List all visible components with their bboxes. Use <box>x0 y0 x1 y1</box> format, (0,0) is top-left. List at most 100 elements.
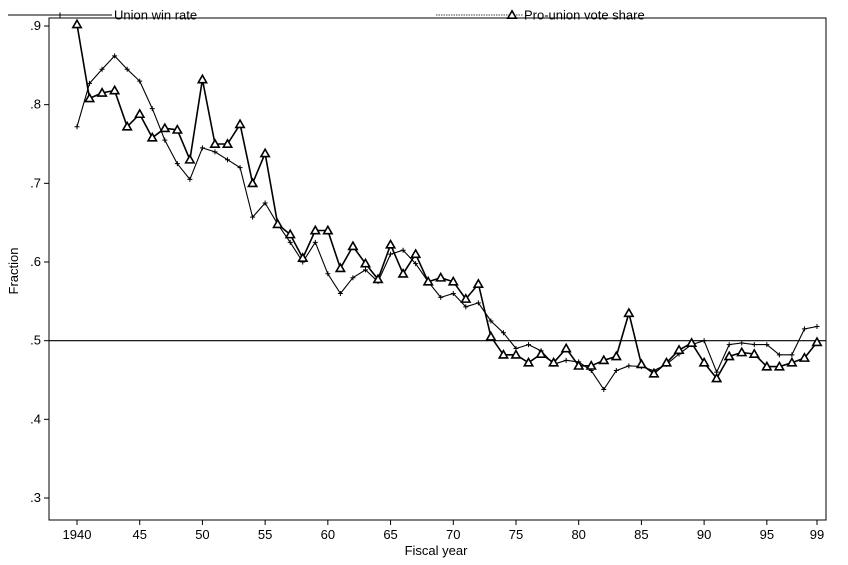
data-point <box>748 348 760 358</box>
legend-marker <box>506 9 518 19</box>
data-point <box>500 330 506 336</box>
data-point <box>71 18 83 29</box>
data-point <box>83 92 96 103</box>
y-tick-label: .6 <box>30 254 41 269</box>
data-point <box>259 147 271 158</box>
data-point <box>187 176 193 182</box>
data-point <box>701 338 707 344</box>
data-point <box>146 131 158 142</box>
y-tick-label: .5 <box>30 333 41 348</box>
data-point <box>510 349 522 359</box>
data-point <box>184 153 196 164</box>
data-point <box>460 293 472 303</box>
data-point <box>698 356 710 367</box>
data-point <box>124 66 130 72</box>
data-point <box>112 53 118 59</box>
y-axis-title: Fraction <box>6 248 21 295</box>
data-point <box>526 342 532 348</box>
data-point <box>450 290 456 296</box>
series-pro-union-vote-share <box>71 18 823 383</box>
data-point <box>234 118 246 129</box>
data-point <box>789 352 795 358</box>
data-point <box>723 350 735 361</box>
data-point <box>472 278 484 288</box>
data-point <box>337 290 343 296</box>
data-point <box>422 275 434 286</box>
data-point <box>601 386 607 392</box>
data-point <box>284 228 296 239</box>
legend: Union win rate Pro-union vote share <box>8 8 645 23</box>
data-point <box>522 356 535 367</box>
data-point <box>801 326 807 332</box>
data-point <box>435 271 447 282</box>
data-point <box>410 248 422 259</box>
data-point <box>751 342 757 348</box>
x-tick-label: 50 <box>195 527 209 542</box>
data-point <box>297 252 309 263</box>
data-point <box>388 251 394 257</box>
x-tick-label: 80 <box>571 527 585 542</box>
x-tick-label: 75 <box>509 527 523 542</box>
data-point <box>171 124 183 134</box>
series-line <box>76 24 818 380</box>
legend-marker <box>57 12 63 18</box>
data-point <box>272 218 284 229</box>
data-point <box>159 122 171 133</box>
data-point <box>212 149 218 155</box>
data-point <box>221 138 234 148</box>
data-point <box>535 348 547 358</box>
data-point <box>673 344 685 355</box>
data-point <box>74 124 80 130</box>
series-line <box>76 55 818 390</box>
legend-item: Pro-union vote share <box>436 8 645 23</box>
data-point <box>610 350 622 361</box>
data-point <box>685 337 698 347</box>
data-point <box>585 360 597 370</box>
plot-frame <box>48 17 827 521</box>
data-point <box>309 224 321 235</box>
data-point <box>623 307 635 318</box>
x-tick-label: 60 <box>321 527 335 542</box>
data-point <box>174 161 180 167</box>
data-point <box>485 330 497 341</box>
data-point <box>438 294 444 300</box>
data-point <box>372 273 384 284</box>
data-point <box>322 224 334 235</box>
data-point <box>548 356 560 367</box>
data-point <box>162 137 168 143</box>
x-tick-label: 95 <box>760 527 774 542</box>
data-point <box>726 342 732 348</box>
legend-label: Pro-union vote share <box>524 8 645 23</box>
legend-label: Union win rate <box>114 8 197 23</box>
y-tick-label: .8 <box>30 97 41 112</box>
y-tick-label: .7 <box>30 175 41 190</box>
data-point <box>312 239 318 245</box>
data-point <box>447 275 459 286</box>
y-tick-label: .3 <box>30 490 41 505</box>
x-tick-label: 55 <box>258 527 272 542</box>
data-point <box>761 360 773 371</box>
data-point <box>397 267 409 278</box>
data-point <box>400 247 406 253</box>
data-point <box>635 358 647 369</box>
y-axis: .3 .4 .5 .6 .7 .8 .9 <box>30 18 49 505</box>
data-point <box>334 262 346 273</box>
data-point <box>134 108 146 119</box>
x-tick-label: 45 <box>132 527 146 542</box>
data-point <box>225 157 231 163</box>
data-point <box>739 340 745 346</box>
data-point <box>497 349 510 359</box>
data-point <box>384 238 397 249</box>
x-tick-label: 85 <box>634 527 648 542</box>
data-point <box>287 239 293 245</box>
data-point <box>109 84 121 95</box>
data-point <box>648 367 660 378</box>
data-point <box>96 87 108 97</box>
data-point <box>350 275 356 281</box>
x-axis: 1940 45 50 55 60 65 70 75 80 85 90 95 99 <box>63 520 824 542</box>
data-point <box>573 360 585 370</box>
data-point <box>598 354 610 365</box>
data-point <box>209 138 221 148</box>
data-point <box>121 120 133 131</box>
